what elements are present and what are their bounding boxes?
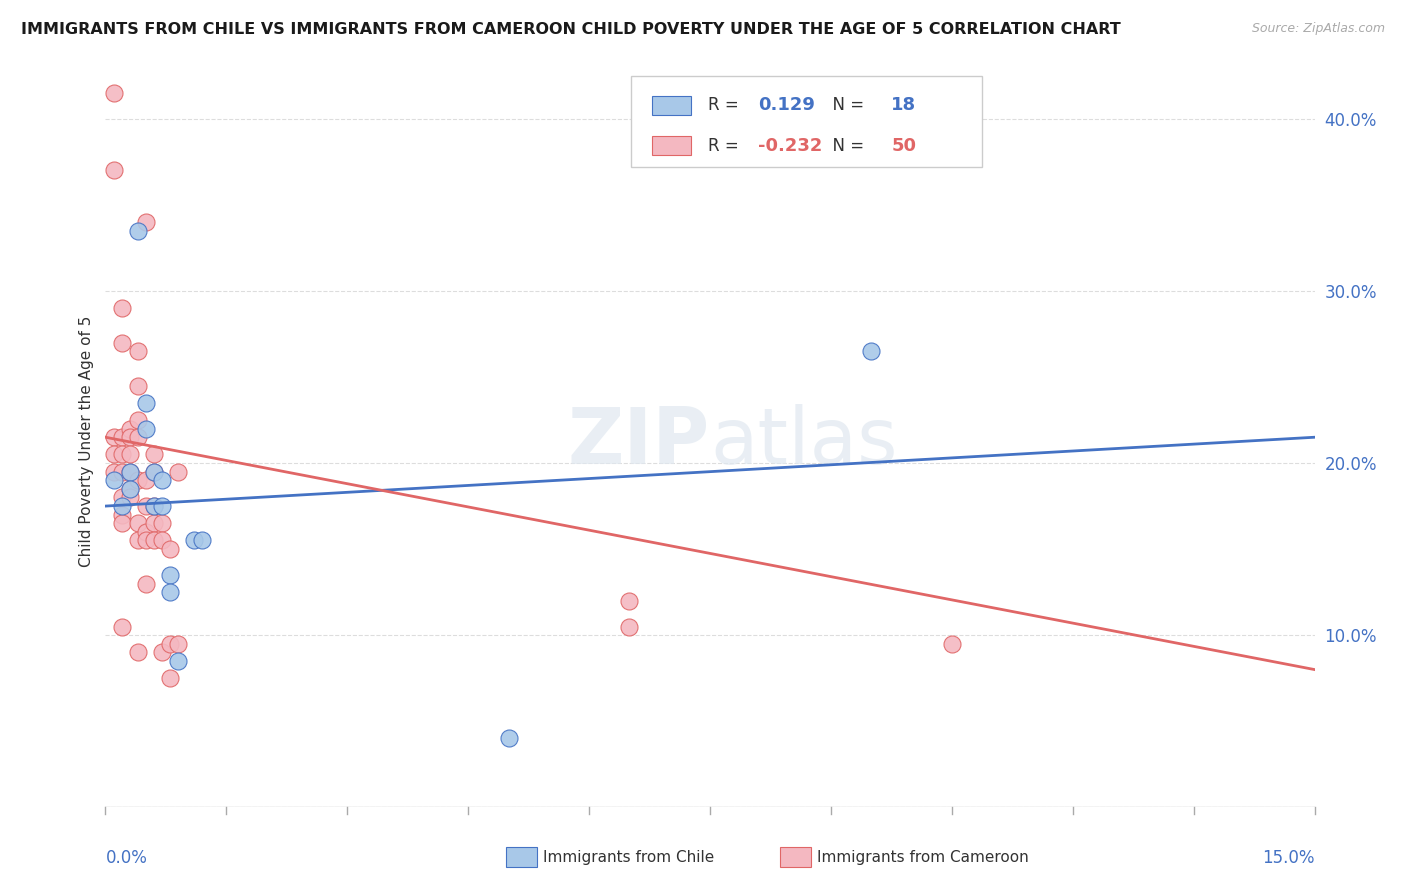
Point — [103, 473, 125, 487]
Point — [135, 533, 157, 548]
Text: 15.0%: 15.0% — [1263, 849, 1315, 867]
Point — [127, 473, 149, 487]
Point — [110, 465, 132, 479]
Point — [159, 671, 181, 685]
Point — [191, 533, 214, 548]
Point — [110, 430, 132, 444]
Point — [103, 430, 125, 444]
Point — [118, 491, 141, 505]
Text: Source: ZipAtlas.com: Source: ZipAtlas.com — [1251, 22, 1385, 36]
Point — [103, 465, 125, 479]
Bar — [652, 95, 690, 115]
Point — [127, 645, 149, 659]
Point — [127, 413, 149, 427]
Point — [127, 533, 149, 548]
Point — [135, 396, 157, 410]
Point — [110, 499, 132, 513]
Point — [135, 524, 157, 539]
Point — [110, 508, 132, 522]
Point — [150, 645, 173, 659]
Point — [142, 533, 165, 548]
Point — [110, 447, 132, 461]
Point — [167, 465, 190, 479]
Point — [110, 516, 132, 531]
Point — [135, 473, 157, 487]
Point — [135, 576, 157, 591]
Point — [142, 499, 165, 513]
Text: N =: N = — [823, 96, 870, 114]
Point — [103, 447, 125, 461]
Point — [150, 473, 173, 487]
Point — [135, 422, 157, 436]
Point — [118, 482, 141, 496]
Point — [142, 465, 165, 479]
Point — [142, 447, 165, 461]
Point — [118, 465, 141, 479]
Point — [127, 516, 149, 531]
Point — [118, 465, 141, 479]
Point — [150, 533, 173, 548]
Text: 0.0%: 0.0% — [105, 849, 148, 867]
Point — [159, 585, 181, 599]
Point — [110, 619, 132, 633]
Point — [127, 224, 149, 238]
Point — [142, 465, 165, 479]
Point — [150, 516, 173, 531]
Text: 0.129: 0.129 — [758, 96, 815, 114]
Point — [118, 422, 141, 436]
Text: ZIP: ZIP — [568, 403, 710, 480]
Point — [118, 430, 141, 444]
Text: 18: 18 — [891, 96, 917, 114]
Point — [183, 533, 205, 548]
Point — [159, 568, 181, 582]
Point — [127, 344, 149, 359]
Point — [167, 637, 190, 651]
Point — [941, 637, 963, 651]
Point — [159, 637, 181, 651]
FancyBboxPatch shape — [631, 76, 983, 168]
Text: -0.232: -0.232 — [758, 136, 823, 154]
Point — [860, 344, 883, 359]
Text: Immigrants from Cameroon: Immigrants from Cameroon — [817, 850, 1029, 864]
Point — [167, 654, 190, 668]
Point — [103, 163, 125, 178]
Text: IMMIGRANTS FROM CHILE VS IMMIGRANTS FROM CAMEROON CHILD POVERTY UNDER THE AGE OF: IMMIGRANTS FROM CHILE VS IMMIGRANTS FROM… — [21, 22, 1121, 37]
Point — [619, 619, 641, 633]
Point — [103, 86, 125, 100]
Point — [142, 516, 165, 531]
Point — [127, 378, 149, 392]
Text: 50: 50 — [891, 136, 917, 154]
Bar — [652, 136, 690, 155]
Text: N =: N = — [823, 136, 870, 154]
Point — [135, 499, 157, 513]
Point — [135, 215, 157, 229]
Point — [142, 499, 165, 513]
Y-axis label: Child Poverty Under the Age of 5: Child Poverty Under the Age of 5 — [79, 316, 94, 567]
Text: atlas: atlas — [710, 403, 897, 480]
Point — [127, 430, 149, 444]
Point — [110, 335, 132, 350]
Text: R =: R = — [707, 136, 744, 154]
Point — [498, 731, 520, 746]
Text: R =: R = — [707, 96, 744, 114]
Point — [118, 447, 141, 461]
Point — [159, 542, 181, 557]
Point — [150, 499, 173, 513]
Point — [110, 491, 132, 505]
Point — [619, 593, 641, 607]
Text: Immigrants from Chile: Immigrants from Chile — [543, 850, 714, 864]
Point — [118, 482, 141, 496]
Point — [110, 301, 132, 315]
